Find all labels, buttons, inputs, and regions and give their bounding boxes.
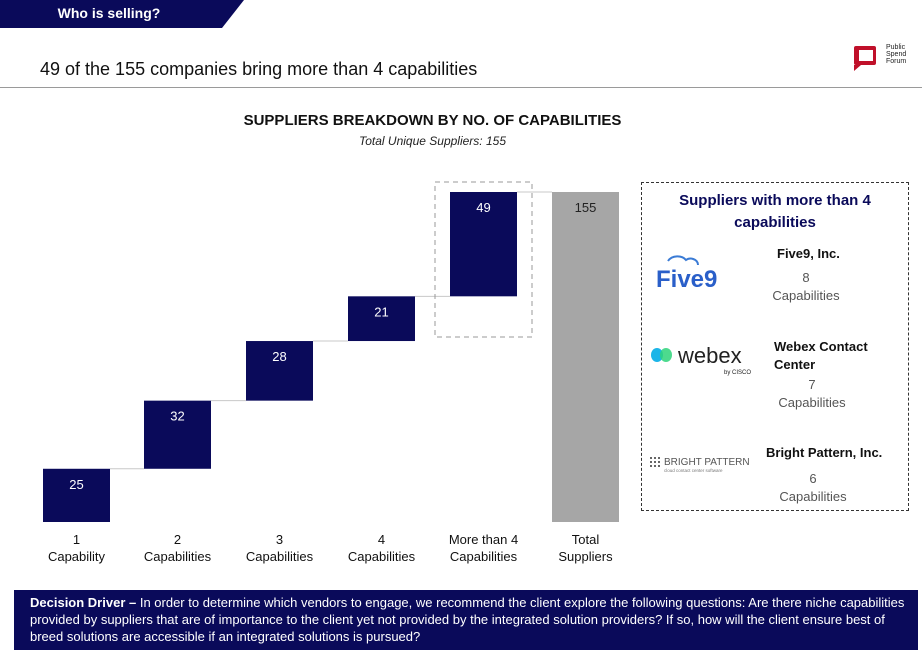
supplier-count-unit: Capabilities [772,288,840,303]
waterfall-bar [450,192,517,297]
bar-value-label: 21 [374,304,388,319]
page-headline: 49 of the 155 companies bring more than … [40,59,478,79]
bright-pattern-logo-icon: BRIGHT PATTERN cloud contact center soft… [648,453,762,482]
supplier-count-value: 6 [809,471,817,486]
x-tick-label: Total [572,532,600,547]
bar-value-label: 155 [575,200,597,215]
x-tick-label: Capabilities [144,549,212,564]
bar-value-label: 25 [69,477,83,492]
brand-logo-line: Public [886,44,906,51]
waterfall-bar [144,400,211,469]
x-tick-label: Suppliers [558,549,613,564]
supplier-capability-count: 7 Capabilities [758,376,866,412]
webex-logo-subtext: by CISCO [724,370,751,376]
x-tick-label: 2 [174,532,181,547]
webex-logo-icon: webex by CISCO [648,341,758,382]
header-divider [0,87,922,88]
supplier-capability-count: 8 Capabilities [752,269,860,305]
x-tick-label: 1 [73,532,80,547]
x-tick-label: 4 [378,532,385,547]
supplier-name: Webex Contact Center [774,339,868,372]
total-bar [552,192,619,522]
waterfall-chart: 25 1 Capability 32 2 Capabilities 28 3 Capabilit… [43,181,619,564]
waterfall-bar [246,341,313,401]
five9-logo-icon: Five9 [654,255,736,296]
x-tick-label: Capabilities [450,549,518,564]
five9-logo-text: Five9 [656,266,717,291]
x-tick-label: Capabilities [348,549,416,564]
supplier-count-value: 7 [808,377,816,392]
chart-title: SUPPLIERS BREAKDOWN BY NO. OF CAPABILITI… [243,112,622,129]
decision-driver-text: In order to determine which vendors to e… [30,595,905,644]
supplier-capability-count: 6 Capabilities [759,470,867,506]
chart-subtitle: Total Unique Suppliers: 155 [359,134,506,148]
bar-value-label: 49 [476,200,490,215]
brand-logo-icon [854,46,876,71]
decision-driver-box: Decision Driver – In order to determine … [14,590,918,650]
bright-pattern-logo-subtext: cloud contact center software [664,468,723,473]
waterfall-bar [348,296,415,342]
webex-logo-text: webex [677,343,742,368]
supplier-name: Bright Pattern, Inc. [766,445,883,460]
x-tick-label: Capabilities [246,549,314,564]
section-banner [0,0,244,28]
section-banner-label: Who is selling? [57,5,161,21]
supplier-count-value: 8 [802,270,810,285]
brand-logo-line: Spend [886,51,907,58]
panel-title: Suppliers with more than 4 capabilities [679,192,871,231]
supplier-count-unit: Capabilities [778,395,846,410]
highlight-box [434,181,533,338]
bar-value-label: 32 [170,409,184,424]
decision-driver-label: Decision Driver – [30,595,137,610]
brand-logo-text: Public Spend Forum [886,44,906,65]
brand-logo-line: Forum [886,58,907,65]
supplier-count-unit: Capabilities [779,489,847,504]
bright-pattern-logo-text: BRIGHT PATTERN [664,457,750,468]
x-tick-label: 3 [276,532,283,547]
top-suppliers-panel: Suppliers with more than 4 capabilities … [641,182,909,511]
waterfall-bar [43,468,110,522]
x-tick-label: More than 4 [449,532,518,547]
bar-value-label: 28 [272,349,286,364]
supplier-name: Five9, Inc. [777,246,840,261]
x-tick-label: Capability [48,549,106,564]
